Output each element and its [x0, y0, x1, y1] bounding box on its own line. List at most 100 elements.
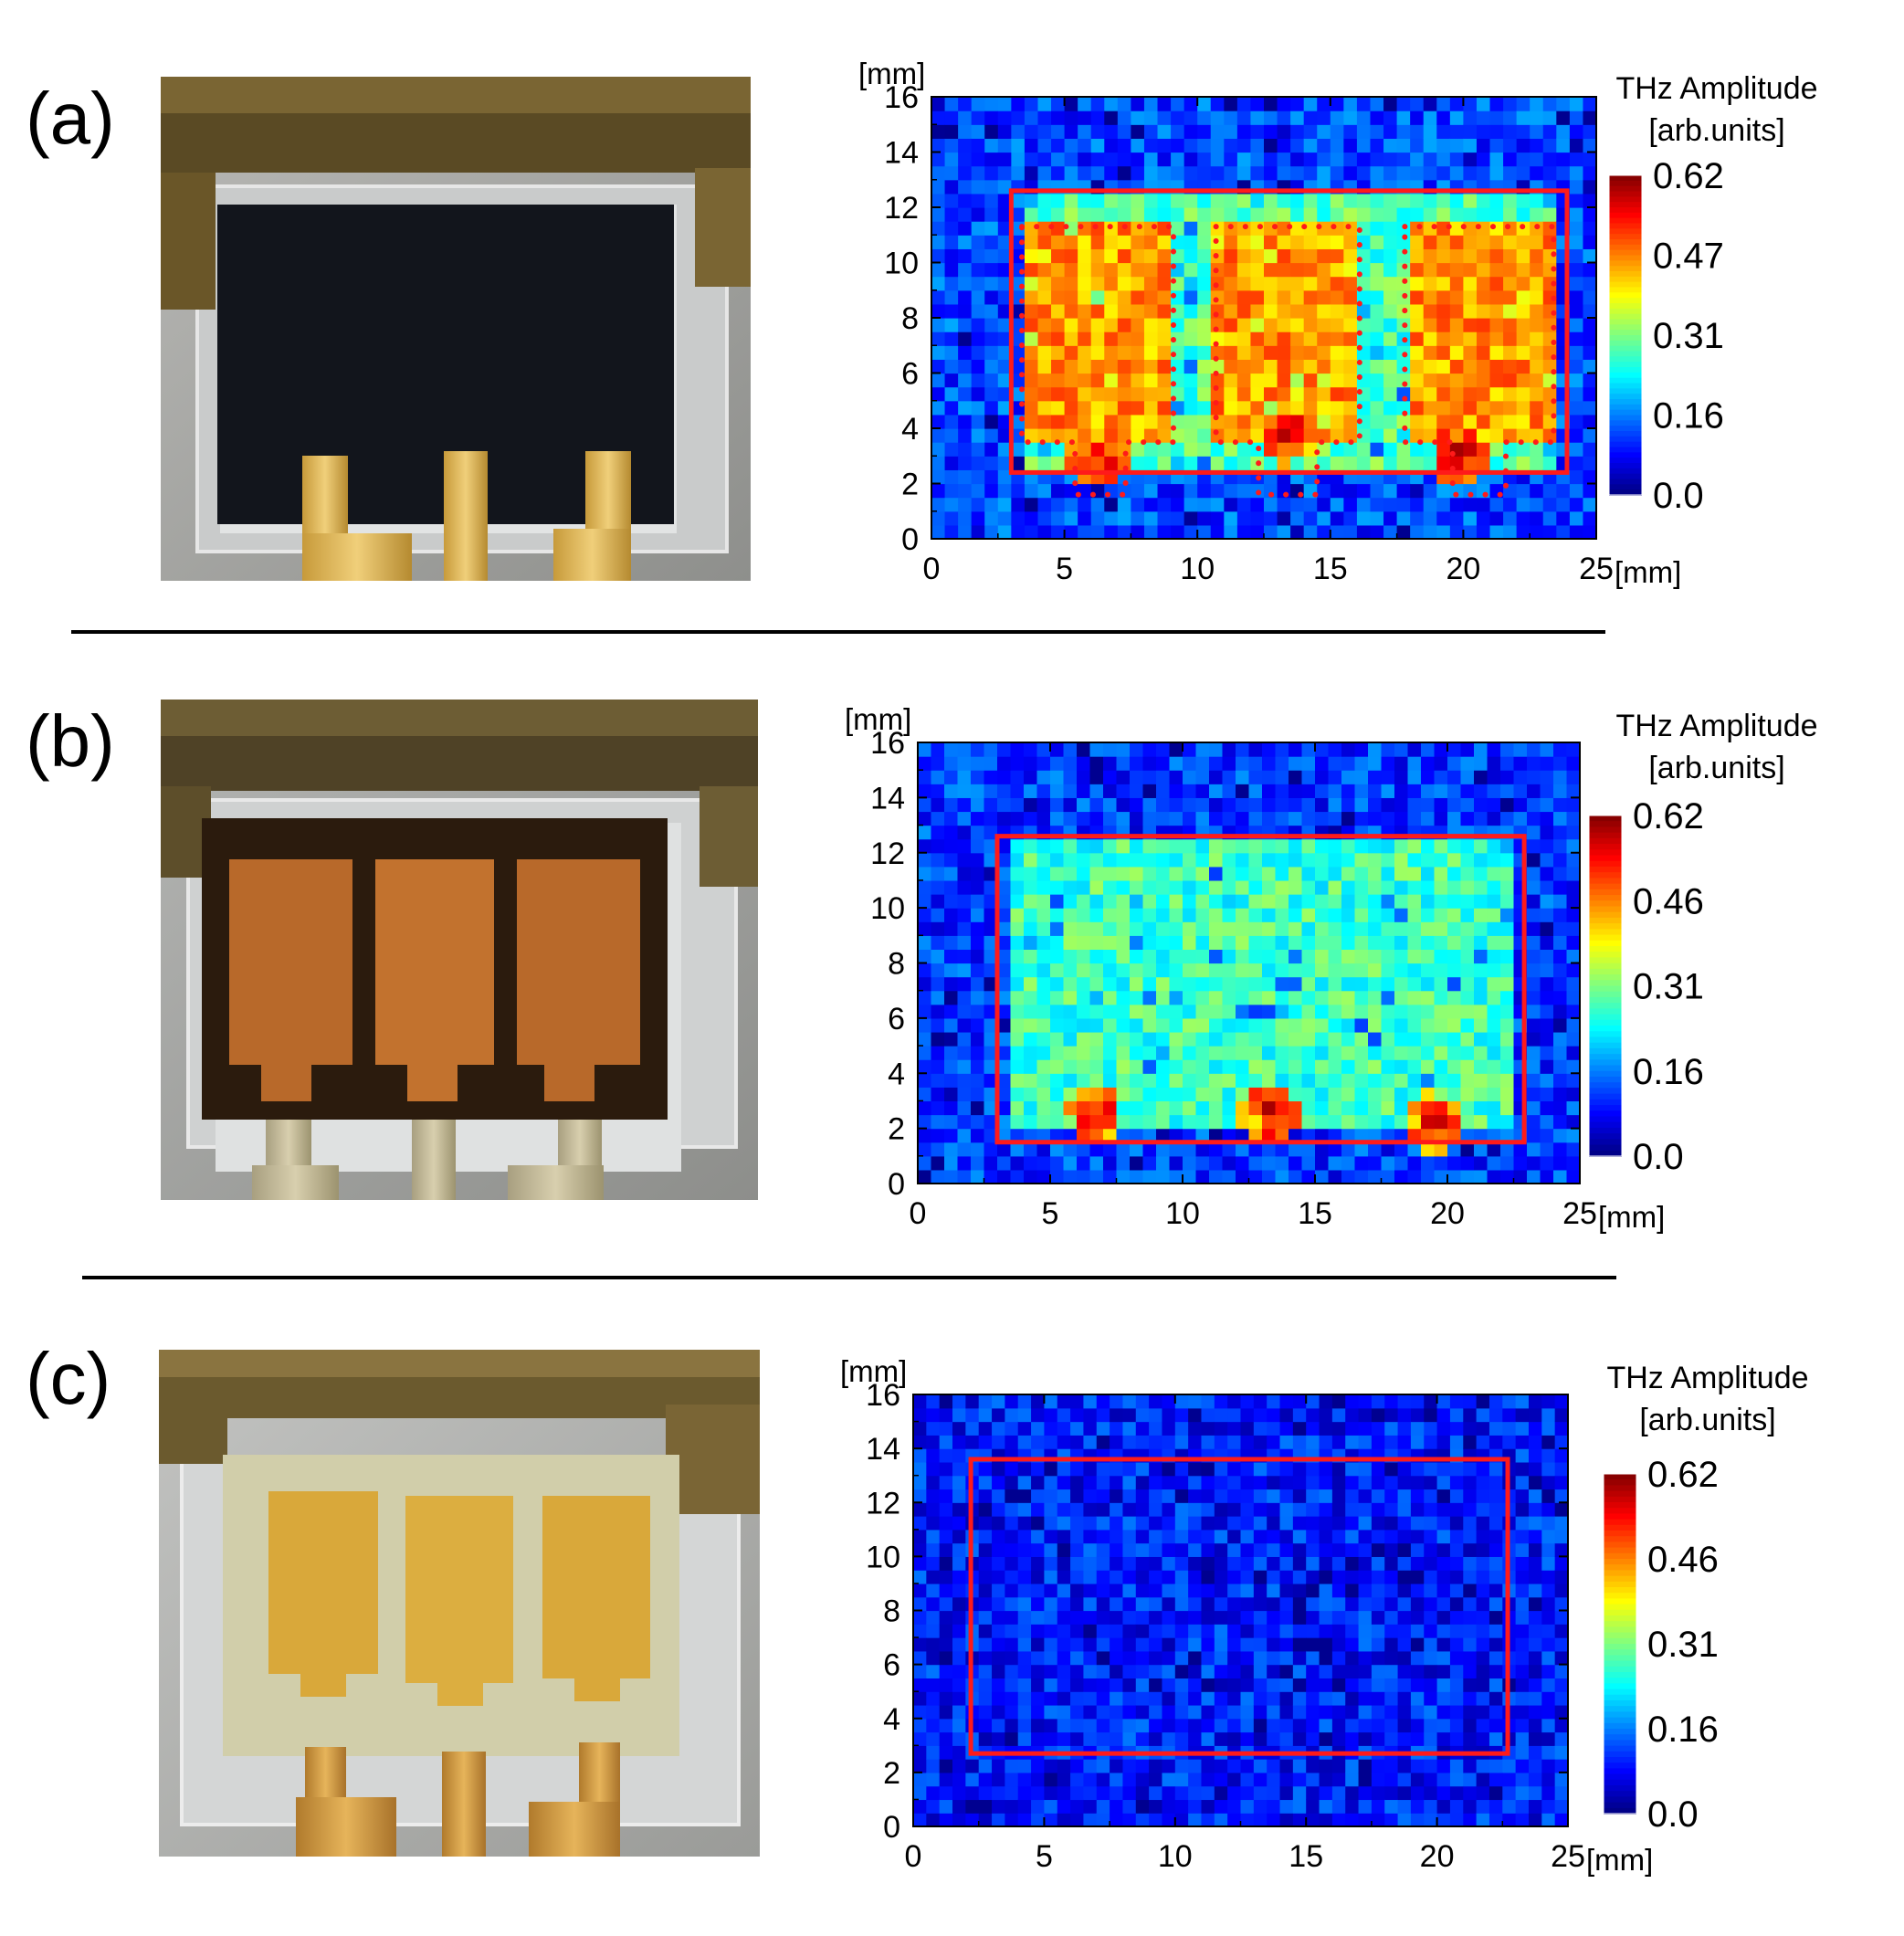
heatmap-cell: [1371, 1596, 1385, 1612]
heatmap-cell: [1037, 110, 1052, 125]
heatmap-cell: [1050, 838, 1065, 854]
heatmap-cell: [1142, 742, 1157, 757]
heatmap-cell: [1489, 359, 1504, 374]
heatmap-cell: [1224, 510, 1238, 526]
heatmap-cell: [1224, 165, 1238, 181]
heatmap-cell: [952, 1583, 966, 1598]
heatmap-cell: [1410, 456, 1425, 470]
heatmap-cell: [913, 1691, 927, 1706]
heatmap-cell: [1553, 1046, 1568, 1060]
heatmap-cell: [1315, 1100, 1330, 1116]
heatmap-cell: [1487, 797, 1501, 813]
heatmap-cell: [1436, 152, 1451, 167]
heatmap-cell: [1057, 1637, 1071, 1652]
heatmap-cell: [1089, 1114, 1104, 1130]
heatmap-cell: [1463, 1731, 1478, 1746]
heatmap-cell: [1341, 852, 1356, 868]
heatmap-cell: [1131, 152, 1145, 167]
heatmap-cell: [1209, 963, 1224, 978]
heatmap-cell: [1319, 1556, 1333, 1571]
heatmap-cell: [1214, 1556, 1228, 1571]
heatmap-cell: [1449, 1718, 1464, 1733]
heatmap-cell: [1083, 1475, 1098, 1490]
heatmap-cell: [957, 879, 972, 895]
heatmap-cell: [1116, 1114, 1131, 1130]
heatmap-cell: [1116, 1128, 1131, 1143]
heatmap-cell: [1090, 303, 1105, 319]
heatmap-cell: [1057, 1718, 1071, 1733]
heatmap-cell: [1343, 345, 1358, 360]
heatmap-cell: [984, 303, 999, 319]
heatmap-cell: [1489, 193, 1504, 208]
heatmap-cell: [1264, 428, 1278, 443]
heatmap-cell: [1410, 124, 1425, 139]
heatmap-cell: [1103, 797, 1118, 813]
heatmap-cell: [1070, 1475, 1085, 1490]
heatmap-cell: [1135, 1799, 1150, 1814]
heatmap-cell: [1064, 262, 1078, 278]
device-photo-a: [161, 77, 751, 581]
heatmap-cell: [1315, 1087, 1330, 1102]
heatmap-cell: [1449, 1704, 1464, 1720]
heatmap-cell: [992, 1407, 1005, 1423]
heatmap-cell: [1236, 756, 1250, 771]
heatmap-cell: [1117, 262, 1131, 278]
colorbar-tick-label: 0.16: [1653, 396, 1724, 437]
heatmap-cell: [1463, 1542, 1478, 1557]
heatmap-cell: [1050, 921, 1065, 936]
heatmap-cell: [1143, 207, 1159, 222]
heatmap-cell: [1289, 976, 1303, 992]
heatmap-cell: [1447, 866, 1462, 881]
heatmap-cell: [1037, 221, 1052, 236]
heatmap-cell: [957, 770, 972, 784]
heatmap-cell: [1143, 428, 1159, 443]
heatmap-cell: [1394, 879, 1409, 895]
heatmap-cell: [1381, 963, 1395, 978]
heatmap-cell: [1130, 838, 1144, 854]
heatmap-cell: [1122, 1529, 1137, 1544]
colorbar-segment: [1589, 945, 1622, 952]
heatmap-cell: [1463, 1489, 1478, 1503]
heatmap-cell: [1044, 1759, 1058, 1773]
heatmap-cell: [1303, 524, 1318, 540]
heatmap-cell: [1156, 1004, 1171, 1019]
heatmap-cell: [1436, 331, 1451, 346]
heatmap-cell: [1503, 510, 1518, 526]
heatmap-cell: [1528, 1799, 1542, 1814]
heatmap-cell: [1277, 110, 1291, 125]
heatmap-cell: [1303, 414, 1318, 429]
heatmap-cell: [1410, 1704, 1425, 1720]
heatmap-cell: [1024, 165, 1039, 181]
heatmap-cell: [1037, 524, 1052, 540]
heatmap-cell: [1195, 1155, 1210, 1171]
heatmap-cell: [958, 442, 973, 457]
heatmap-cell: [971, 428, 985, 443]
heatmap-cell: [1051, 414, 1066, 429]
heatmap-cell: [1236, 1087, 1250, 1102]
heatmap-cell: [1292, 1664, 1307, 1679]
heatmap-cell: [1354, 976, 1369, 992]
heatmap-cell: [926, 1529, 941, 1544]
heatmap-cell: [1010, 976, 1025, 992]
heatmap-cell: [1328, 811, 1342, 826]
heatmap-cell: [1488, 1785, 1503, 1801]
heatmap-cell: [1331, 1772, 1346, 1787]
heatmap-cell: [1383, 483, 1398, 499]
heatmap-cell: [1050, 1169, 1065, 1184]
heatmap-cell: [1292, 1704, 1307, 1720]
heatmap-cell: [978, 1596, 993, 1612]
heatmap-cell: [1156, 1100, 1171, 1116]
heatmap-cell: [1384, 1583, 1399, 1598]
heatmap-cell: [1024, 1128, 1038, 1143]
colorbar-tick-label: 0.16: [1633, 1052, 1704, 1092]
heatmap-cell: [1064, 386, 1078, 402]
heatmap-cell: [1103, 1114, 1118, 1130]
heatmap-cell: [1250, 497, 1265, 512]
heatmap-cell: [1010, 990, 1025, 1005]
heatmap-cell: [957, 784, 972, 798]
heatmap-cell: [1253, 1785, 1268, 1801]
heatmap-cell: [1070, 1731, 1085, 1746]
colorbar-segment: [1589, 849, 1622, 857]
heatmap-cell: [1354, 1142, 1369, 1157]
heatmap-cell: [1201, 1489, 1215, 1503]
